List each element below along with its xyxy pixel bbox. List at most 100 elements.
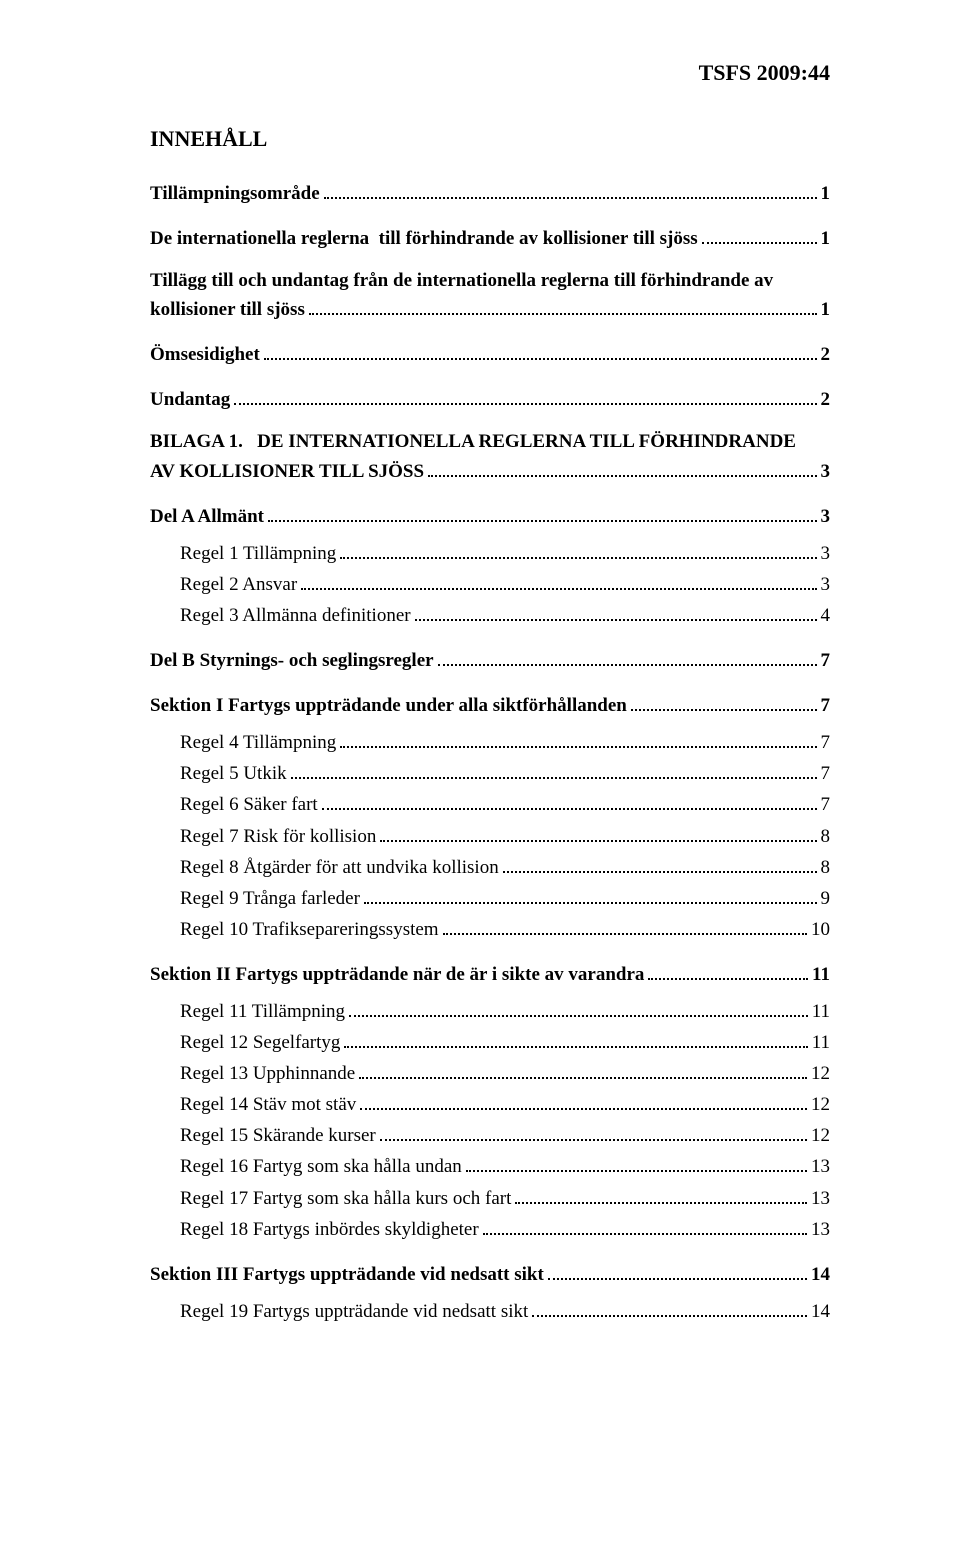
toc-label: Regel 6 Säker fart — [180, 794, 318, 816]
toc-label: Undantag — [150, 389, 230, 411]
toc-page-number: 11 — [812, 1001, 830, 1023]
toc-leader-dots — [702, 225, 817, 244]
toc-leader-dots — [380, 1122, 807, 1141]
toc-leader-dots — [344, 1029, 807, 1048]
toc-entry[interactable]: Regel 6 Säker fart 7 — [150, 791, 830, 816]
toc-leader-dots — [515, 1184, 807, 1203]
toc-entry[interactable]: Regel 3 Allmänna definitioner4 — [150, 602, 830, 627]
toc-entry[interactable]: Ömsesidighet2 — [150, 341, 830, 366]
toc-page-number: 7 — [821, 794, 831, 816]
toc-leader-dots — [648, 961, 808, 980]
toc-leader-dots — [322, 791, 817, 810]
toc-page-number: 11 — [812, 1032, 830, 1054]
toc-page-number: 11 — [812, 964, 830, 986]
toc-entry[interactable]: Regel 5 Utkik 7 — [150, 760, 830, 785]
toc-leader-dots — [438, 647, 817, 666]
toc-entry[interactable]: Regel 16 Fartyg som ska hålla undan 13 — [150, 1153, 830, 1178]
toc-entry[interactable]: BILAGA 1. DE INTERNATIONELLA REGLERNA TI… — [150, 431, 830, 453]
toc-entry[interactable]: Regel 18 Fartygs inbördes skyldigheter13 — [150, 1216, 830, 1241]
toc-label: Regel 17 Fartyg som ska hålla kurs och f… — [180, 1188, 511, 1210]
toc-entry[interactable]: Del A Allmänt3 — [150, 503, 830, 528]
toc-leader-dots — [364, 885, 817, 904]
toc-leader-dots — [309, 296, 817, 315]
toc-page-number: 7 — [821, 695, 831, 717]
toc-page-number: 7 — [821, 650, 831, 672]
toc-entry[interactable]: De internationella reglerna till förhind… — [150, 225, 830, 250]
toc-leader-dots — [234, 386, 816, 405]
toc-label: Regel 14 Stäv mot stäv — [180, 1094, 356, 1116]
toc-leader-dots — [631, 692, 817, 711]
toc-label: Ömsesidighet — [150, 344, 260, 366]
toc-label: Regel 16 Fartyg som ska hålla undan — [180, 1156, 462, 1178]
page-container: TSFS 2009:44 INNEHÅLL Tillämpningsområde… — [0, 0, 960, 1387]
toc-page-number: 3 — [821, 543, 831, 565]
toc-entry[interactable]: Regel 2 Ansvar 3 — [150, 571, 830, 596]
toc-page-number: 13 — [811, 1188, 830, 1210]
toc-leader-dots — [503, 854, 817, 873]
toc-leader-dots — [291, 760, 817, 779]
toc-leader-dots — [268, 503, 816, 522]
toc-entry[interactable]: kollisioner till sjöss 1 — [150, 296, 830, 321]
toc-page-number: 9 — [821, 888, 831, 910]
toc-leader-dots — [264, 341, 817, 360]
toc-page-number: 13 — [811, 1156, 830, 1178]
toc-label: Regel 19 Fartygs uppträdande vid nedsatt… — [180, 1301, 528, 1323]
toc-page-number: 13 — [811, 1219, 830, 1241]
toc-page-number: 10 — [811, 919, 830, 941]
toc-leader-dots — [415, 602, 817, 621]
toc-entry[interactable]: Del B Styrnings- och seglingsregler 7 — [150, 647, 830, 672]
toc-leader-dots — [340, 540, 816, 559]
toc-label: Sektion II Fartygs uppträdande när de är… — [150, 964, 644, 986]
toc-entry[interactable]: Tillämpningsområde1 — [150, 180, 830, 205]
toc-entry[interactable]: Regel 12 Segelfartyg11 — [150, 1029, 830, 1054]
toc-entry[interactable]: Regel 19 Fartygs uppträdande vid nedsatt… — [150, 1298, 830, 1323]
toc-page-number: 8 — [821, 826, 831, 848]
toc-entry[interactable]: Regel 15 Skärande kurser 12 — [150, 1122, 830, 1147]
toc-label: kollisioner till sjöss — [150, 299, 305, 321]
toc-leader-dots — [443, 916, 807, 935]
toc-leader-dots — [349, 998, 808, 1017]
toc-entry[interactable]: Regel 13 Upphinnande 12 — [150, 1060, 830, 1085]
toc-entry[interactable]: Undantag2 — [150, 386, 830, 411]
toc-entry[interactable]: Sektion II Fartygs uppträdande när de är… — [150, 961, 830, 986]
toc-label: Regel 15 Skärande kurser — [180, 1125, 376, 1147]
toc-page-number: 1 — [821, 299, 831, 321]
toc-entry[interactable]: Regel 1 Tillämpning3 — [150, 540, 830, 565]
toc-page-number: 3 — [821, 574, 831, 596]
toc-label: Regel 10 Trafiksepareringssystem — [180, 919, 439, 941]
toc-entry[interactable]: Regel 4 Tillämpning7 — [150, 729, 830, 754]
toc-leader-dots — [360, 1091, 807, 1110]
toc-entry[interactable]: Regel 10 Trafiksepareringssystem 10 — [150, 916, 830, 941]
toc-label: Tillägg till och undantag från de intern… — [150, 270, 773, 292]
toc-label: Regel 5 Utkik — [180, 763, 287, 785]
toc-label: Regel 13 Upphinnande — [180, 1063, 355, 1085]
toc-label: Sektion I Fartygs uppträdande under alla… — [150, 695, 627, 717]
toc-page-number: 7 — [821, 732, 831, 754]
toc-entry[interactable]: Sektion I Fartygs uppträdande under alla… — [150, 692, 830, 717]
toc-entry[interactable]: Regel 17 Fartyg som ska hålla kurs och f… — [150, 1184, 830, 1209]
toc-label: Regel 9 Trånga farleder — [180, 888, 360, 910]
toc-label: Regel 3 Allmänna definitioner — [180, 605, 411, 627]
toc-leader-dots — [380, 822, 816, 841]
toc-label: Del B Styrnings- och seglingsregler — [150, 650, 434, 672]
toc-page-number: 3 — [821, 461, 831, 483]
toc-page-number: 7 — [821, 763, 831, 785]
toc-entry[interactable]: Sektion III Fartygs uppträdande vid neds… — [150, 1261, 830, 1286]
toc-label: Sektion III Fartygs uppträdande vid neds… — [150, 1264, 544, 1286]
toc-label: AV KOLLISIONER TILL SJÖSS — [150, 461, 424, 483]
toc-entry[interactable]: Tillägg till och undantag från de intern… — [150, 270, 830, 292]
toc-entry[interactable]: Regel 7 Risk för kollision8 — [150, 822, 830, 847]
toc-page-number: 12 — [811, 1063, 830, 1085]
toc-entry[interactable]: Regel 11 Tillämpning 11 — [150, 998, 830, 1023]
toc-page-number: 12 — [811, 1125, 830, 1147]
toc-label: Regel 2 Ansvar — [180, 574, 297, 596]
toc-label: Regel 11 Tillämpning — [180, 1001, 345, 1023]
toc-leader-dots — [548, 1261, 807, 1280]
toc-label: Del A Allmänt — [150, 506, 264, 528]
toc-page-number: 1 — [821, 228, 831, 250]
toc-entry[interactable]: Regel 14 Stäv mot stäv12 — [150, 1091, 830, 1116]
toc-entry[interactable]: AV KOLLISIONER TILL SJÖSS 3 — [150, 457, 830, 482]
toc-entry[interactable]: Regel 8 Åtgärder för att undvika kollisi… — [150, 854, 830, 879]
toc-leader-dots — [359, 1060, 807, 1079]
toc-entry[interactable]: Regel 9 Trånga farleder 9 — [150, 885, 830, 910]
